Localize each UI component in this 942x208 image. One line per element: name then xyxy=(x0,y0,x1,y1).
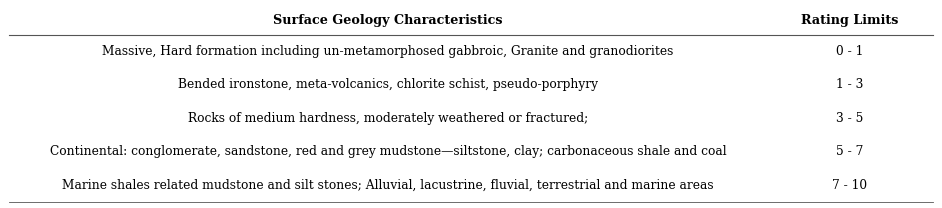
Text: Surface Geology Characteristics: Surface Geology Characteristics xyxy=(273,14,503,27)
Text: 7 - 10: 7 - 10 xyxy=(832,178,867,192)
Text: 0 - 1: 0 - 1 xyxy=(836,45,863,58)
Text: Continental: conglomerate, sandstone, red and grey mudstone—siltstone, clay; car: Continental: conglomerate, sandstone, re… xyxy=(50,145,726,158)
Text: 5 - 7: 5 - 7 xyxy=(836,145,863,158)
Text: Rocks of medium hardness, moderately weathered or fractured;: Rocks of medium hardness, moderately wea… xyxy=(187,112,588,125)
Text: Bended ironstone, meta-volcanics, chlorite schist, pseudo-porphyry: Bended ironstone, meta-volcanics, chlori… xyxy=(178,78,598,91)
Text: 1 - 3: 1 - 3 xyxy=(836,78,863,91)
Text: 3 - 5: 3 - 5 xyxy=(836,112,863,125)
Text: Marine shales related mudstone and silt stones; Alluvial, lacustrine, fluvial, t: Marine shales related mudstone and silt … xyxy=(62,178,714,192)
Text: Rating Limits: Rating Limits xyxy=(801,14,898,27)
Text: Massive, Hard formation including un-metamorphosed gabbroic, Granite and granodi: Massive, Hard formation including un-met… xyxy=(103,45,674,58)
